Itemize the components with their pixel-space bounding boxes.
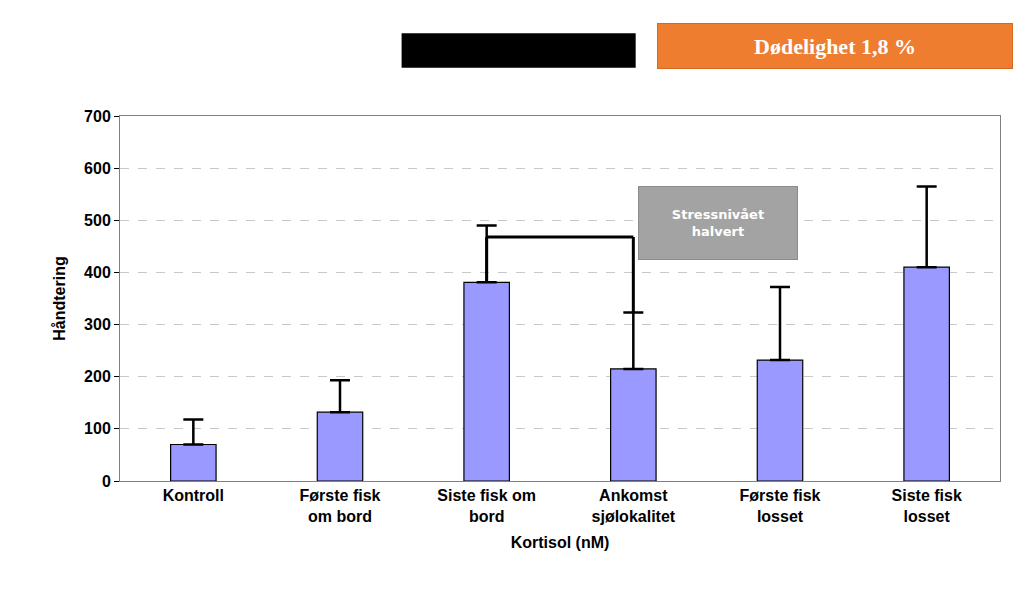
svg-text:Første fiskom bord: Første fiskom bord (300, 487, 381, 525)
svg-text:Ankomstsjølokalitet: Ankomstsjølokalitet (592, 487, 676, 525)
svg-text:400: 400 (84, 264, 111, 281)
svg-text:Kortisol (nM): Kortisol (nM) (511, 534, 610, 551)
svg-text:Første fisklosset: Første fisklosset (740, 487, 821, 525)
svg-text:200: 200 (84, 368, 111, 385)
svg-text:100: 100 (84, 420, 111, 437)
svg-text:Håndtering: Håndtering (51, 256, 68, 340)
svg-text:500: 500 (84, 212, 111, 229)
svg-text:Kontroll: Kontroll (163, 487, 224, 504)
svg-text:Siste fisklosset: Siste fisklosset (892, 487, 962, 525)
svg-text:700: 700 (84, 108, 111, 125)
svg-text:Dødelighet 1,8 %: Dødelighet 1,8 % (754, 34, 916, 59)
svg-text:Siste fisk ombord: Siste fisk ombord (437, 487, 536, 525)
svg-text:600: 600 (84, 160, 111, 177)
svg-text:300: 300 (84, 316, 111, 333)
svg-text:0: 0 (102, 473, 111, 490)
svg-text:Stressnivåethalvert: Stressnivåethalvert (672, 207, 764, 239)
